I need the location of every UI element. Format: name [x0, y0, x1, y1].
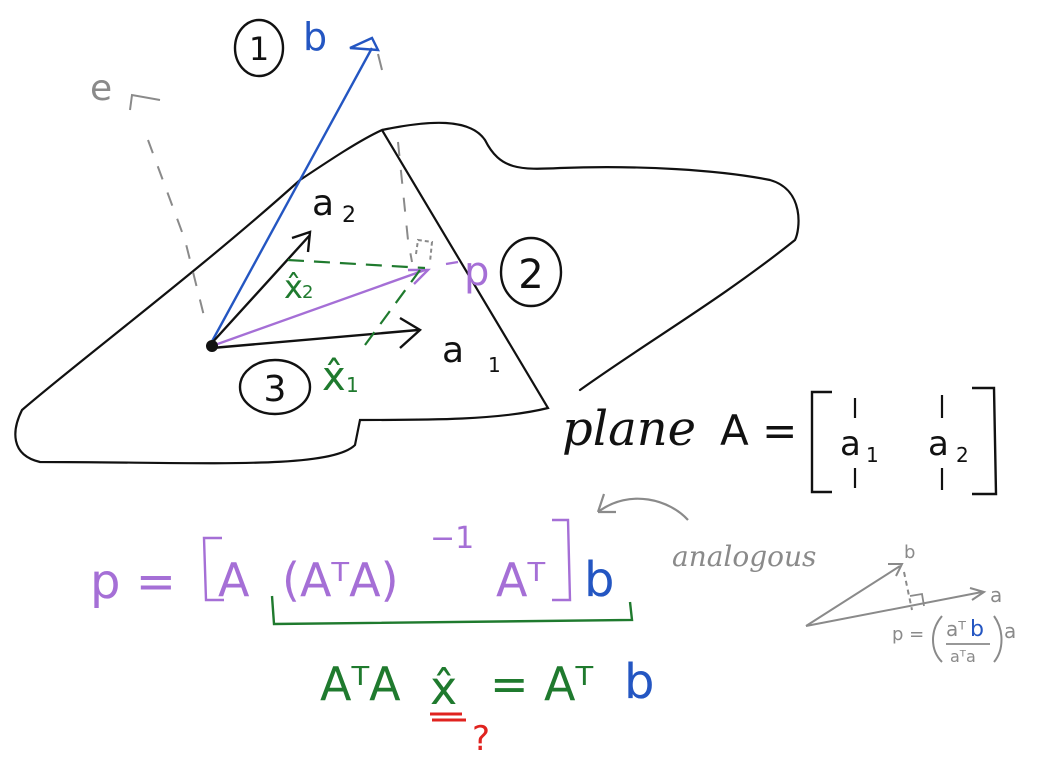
plane-lhs: A = [720, 406, 797, 455]
component-x1-line [364, 269, 421, 346]
label-xhat2: x̂ [284, 268, 303, 306]
matrix-col1: a [840, 424, 861, 464]
origin-point [206, 340, 218, 352]
proj-ATA: (AᵀA) [282, 553, 399, 607]
component-x2-line [287, 258, 426, 270]
proj-A: A [218, 553, 250, 607]
matrix-col2: a [928, 424, 949, 464]
analog-right-angle [909, 592, 925, 607]
proj-left-bracket [202, 536, 224, 602]
analog-p-eq: p = [892, 624, 924, 645]
analogous-word: analogous [672, 540, 816, 573]
label-xhat1-sub: 1 [346, 373, 359, 397]
label-a1: a [442, 330, 464, 371]
analog-trailing-a: a [1004, 619, 1016, 643]
proj-right-bracket [552, 518, 572, 602]
analog-drop-line [903, 571, 913, 611]
proj-inverse: −1 [430, 521, 474, 556]
analog-denominator: aᵀa [950, 647, 976, 666]
label-p: p [464, 249, 489, 295]
analog-b-label: b [904, 542, 915, 563]
step-1-label: 1 [249, 30, 269, 68]
xhat-question: ? [472, 719, 490, 759]
vector-a1-head [399, 316, 423, 349]
matrix-col1-sub: 1 [866, 443, 879, 467]
vector-p-head [408, 268, 431, 285]
step-2-circle [499, 236, 563, 308]
normal-xhat: x̂ [430, 661, 457, 715]
analog-vector-b [805, 563, 904, 627]
plane-word: plane [562, 401, 696, 457]
matrix-left-bracket [810, 390, 832, 494]
label-xhat1: x̂ [322, 354, 346, 400]
e-arrow-hook [129, 93, 161, 111]
error-line-e [147, 139, 206, 321]
vector-a2 [209, 234, 311, 346]
analogous-arrow [596, 493, 689, 521]
matrix-col2-sub: 2 [956, 443, 969, 467]
xhat-double-underline [430, 712, 466, 722]
projection-drop-line [397, 141, 413, 263]
vector-a2-head [291, 230, 312, 253]
analog-numerator-b: b [970, 617, 984, 642]
analog-numerator-aT: aᵀ [946, 617, 966, 641]
normal-AT: Aᵀ [544, 657, 593, 711]
label-a2: a [312, 183, 334, 224]
step-1-circle [233, 18, 285, 78]
projection-matrix-underbrace [270, 595, 634, 626]
analog-left-paren [932, 615, 943, 663]
analog-vector-a [805, 587, 987, 627]
label-a1-sub: 1 [488, 353, 501, 377]
gray-top-tick [377, 53, 383, 71]
normal-b: b [624, 654, 654, 710]
vector-b-head [349, 36, 381, 52]
step-2-label: 2 [518, 252, 543, 298]
analog-a-label: a [990, 583, 1002, 607]
proj-p-eq: p = [90, 554, 176, 610]
label-a2-sub: 2 [342, 203, 356, 228]
normal-lhs: AᵀA [320, 657, 401, 711]
analog-right-paren [993, 615, 1003, 663]
right-angle-marker [415, 238, 434, 263]
vector-p [211, 268, 426, 348]
matrix-right-bracket [972, 386, 998, 496]
step-3-circle [238, 358, 312, 416]
proj-b: b [584, 552, 614, 608]
label-xhat2-sub: 2 [302, 282, 313, 303]
p-dash [445, 260, 459, 266]
proj-AT: Aᵀ [496, 553, 545, 607]
vector-a1 [211, 328, 419, 350]
normal-eq: = [490, 657, 529, 711]
label-b: b [303, 15, 327, 59]
step-3-label: 3 [264, 369, 287, 410]
label-e: e [90, 68, 112, 109]
vector-b [208, 47, 374, 346]
